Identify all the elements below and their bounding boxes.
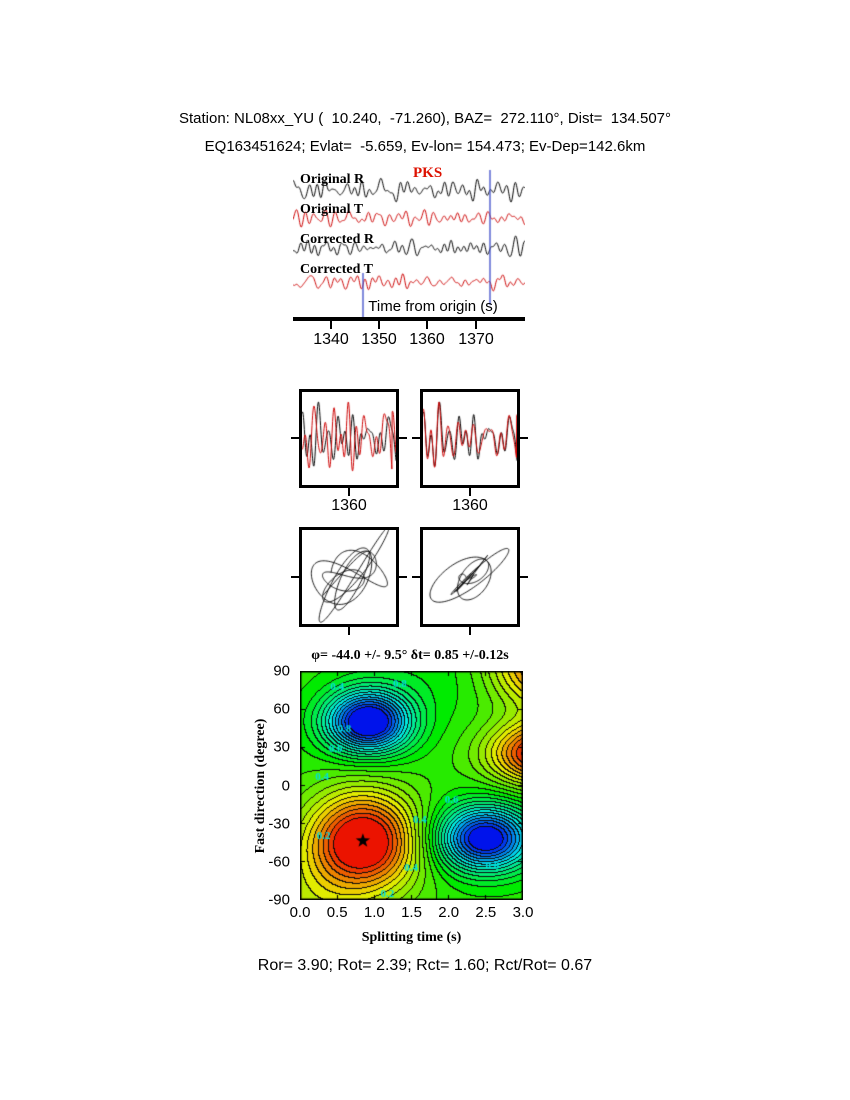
frame-tick	[291, 576, 299, 578]
time-axis-tick-labels: 1340 1350 1360 1370	[293, 331, 525, 351]
particle-motion-box-right	[420, 527, 520, 627]
frame-tick	[291, 437, 299, 439]
contour-xtick-label: 0.5	[326, 904, 348, 921]
contour-xtick-label: 2.5	[475, 904, 497, 921]
frame-tick	[520, 576, 528, 578]
particle-motion-canvas-right	[423, 530, 517, 624]
frame-tick	[469, 488, 471, 496]
contour-map-canvas	[300, 671, 523, 900]
contour-xtick-label: 3.0	[512, 904, 534, 921]
frame-tick	[520, 437, 528, 439]
frame-tick	[348, 627, 350, 635]
waveform-window-box-right	[420, 389, 520, 488]
time-axis-tick-label: 1370	[458, 331, 494, 348]
contour-xtick-label: 1.5	[401, 904, 422, 921]
contour-xtick-label: 2.0	[438, 904, 460, 921]
time-axis-tickmark	[475, 321, 477, 329]
time-axis-label: Time from origin (s)	[368, 298, 498, 315]
contour-ytick-label: -90	[268, 891, 290, 909]
frame-tick	[469, 627, 471, 635]
trace-label-original-r: Original R	[300, 172, 365, 187]
contour-xtick-label: 0.0	[289, 904, 311, 921]
contour-xtick-label: 1.0	[363, 904, 385, 921]
window-time-label-left: 1360	[331, 497, 367, 514]
frame-tick	[348, 488, 350, 496]
time-axis-tickmark	[426, 321, 428, 329]
frame-tick	[412, 576, 420, 578]
contour-ytick-label: 30	[273, 738, 290, 756]
particle-motion-box-left	[299, 527, 399, 627]
trace-label-corrected-t: Corrected T	[300, 262, 373, 277]
waveform-window-box-left	[299, 389, 399, 488]
contour-ytick-label: -60	[268, 853, 290, 871]
time-axis-tick-label: 1350	[361, 331, 397, 348]
contour-ytick-label: 0	[281, 777, 290, 794]
particle-motion-canvas-left	[302, 530, 396, 624]
phase-label: PKS	[413, 165, 443, 181]
contour-ytick-label: 60	[273, 700, 290, 718]
seismogram-traces-canvas	[293, 165, 525, 317]
time-axis-tick-label: 1360	[409, 331, 445, 348]
result-summary: Ror= 3.90; Rot= 2.39; Rct= 1.60; Rct/Rot…	[257, 957, 593, 974]
waveform-window-canvas-right	[423, 392, 517, 485]
time-axis-tick-label: 1340	[313, 331, 349, 348]
contour-ytick-label: 90	[273, 662, 290, 680]
contour-ylabel: Fast direction (degree)	[253, 718, 268, 854]
window-time-label-right: 1360	[452, 497, 488, 514]
time-axis-tickmark	[330, 321, 332, 329]
frame-tick	[399, 437, 407, 439]
contour-ytick-label: -30	[268, 815, 290, 833]
station-info: Station: NL08xx_YU ( 10.240, -71.260), B…	[178, 110, 671, 127]
time-axis-tickmarks	[293, 321, 525, 330]
time-axis-tickmark	[378, 321, 380, 329]
frame-tick	[412, 437, 420, 439]
trace-label-original-t: Original T	[300, 202, 364, 217]
contour-title: φ= -44.0 +/- 9.5° δt= 0.85 +/-0.12s	[311, 648, 509, 663]
contour-xtick-labels: 0.0 0.5 1.0 1.5 2.0 2.5 3.0	[290, 904, 534, 922]
time-axis	[293, 317, 525, 321]
contour-xlabel: Splitting time (s)	[361, 930, 462, 945]
event-info: EQ163451624; Evlat= -5.659, Ev-lon= 154.…	[204, 138, 646, 155]
contour-ytick-labels: 90 60 30 0 -30 -60 -90	[246, 663, 294, 909]
frame-tick	[399, 576, 407, 578]
waveform-window-canvas-left	[302, 392, 396, 485]
trace-label-corrected-r: Corrected R	[300, 232, 374, 247]
